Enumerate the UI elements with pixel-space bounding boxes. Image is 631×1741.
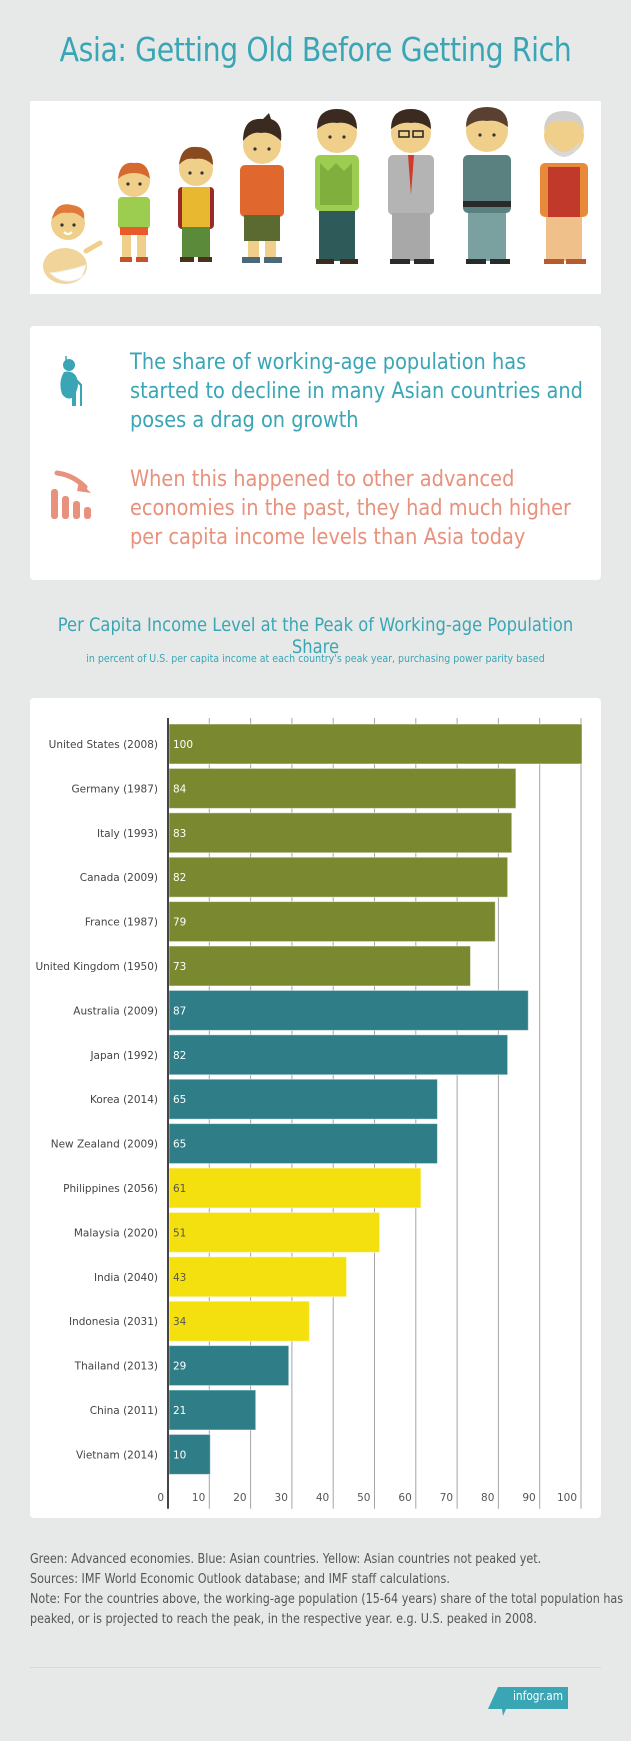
bar[interactable] — [168, 1034, 509, 1076]
bar[interactable] — [168, 1256, 348, 1298]
note-sources: Sources: IMF World Economic Outlook data… — [30, 1572, 450, 1587]
badge-shape-icon — [488, 1687, 568, 1716]
bar-value-label: 65 — [173, 1094, 186, 1106]
category-label: Japan (1992) — [89, 1050, 158, 1062]
category-label: United States (2008) — [49, 739, 158, 751]
category-label: Indonesia (2031) — [69, 1316, 158, 1328]
category-label: France (1987) — [85, 917, 158, 929]
x-tick-label: 0 — [157, 1492, 164, 1504]
category-label: Australia (2009) — [73, 1005, 158, 1017]
bar[interactable] — [168, 901, 496, 943]
bar-value-label: 73 — [173, 961, 186, 973]
category-label: Korea (2014) — [90, 1094, 158, 1106]
category-label: China (2011) — [90, 1405, 158, 1417]
bar-value-label: 51 — [173, 1227, 186, 1239]
bar[interactable] — [168, 1300, 310, 1342]
bar[interactable] — [168, 767, 517, 809]
x-tick-label: 40 — [316, 1492, 329, 1504]
bar-value-label: 84 — [173, 783, 187, 795]
note-definition-cont: peaked, or is projected to reach the pea… — [30, 1612, 537, 1627]
bar[interactable] — [168, 1123, 438, 1165]
category-label: United Kingdom (1950) — [35, 961, 158, 973]
x-tick-label: 30 — [275, 1492, 288, 1504]
middle-aged-man-figure — [463, 107, 511, 264]
teenager-figure — [240, 113, 284, 263]
x-tick-label: 20 — [233, 1492, 246, 1504]
category-label: Philippines (2056) — [63, 1183, 158, 1195]
bar-chart-card: 100 84 83 82 79 73 87 82 65 65 61 51 43 34 29 21 10 Unit… — [30, 698, 601, 1518]
category-label: Thailand (2013) — [74, 1361, 158, 1373]
bar[interactable] — [168, 1167, 422, 1209]
bar[interactable] — [168, 1389, 257, 1431]
bar-value-label: 21 — [173, 1405, 186, 1417]
bar-value-label: 100 — [173, 739, 193, 751]
brand-name: infogr.am — [513, 1689, 563, 1703]
toddler-figure — [118, 162, 150, 262]
bar-value-label: 10 — [173, 1449, 186, 1461]
category-label: India (2040) — [94, 1272, 158, 1284]
schoolboy-figure — [178, 146, 214, 262]
life-stages-illustration — [30, 101, 601, 294]
bar[interactable] — [168, 856, 509, 898]
chart-notes: Green: Advanced economies. Blue: Asian c… — [30, 1550, 624, 1630]
bar[interactable] — [168, 945, 471, 987]
chart-subtitle: in percent of U.S. per capita income at … — [86, 652, 545, 665]
bar[interactable] — [168, 989, 529, 1031]
x-tick-label: 60 — [398, 1492, 411, 1504]
category-label: Malaysia (2020) — [74, 1227, 158, 1239]
bar-value-label: 83 — [173, 828, 186, 840]
category-label: Canada (2009) — [80, 872, 158, 884]
x-tick-label: 90 — [522, 1492, 535, 1504]
category-label: Germany (1987) — [71, 783, 158, 795]
x-tick-label: 100 — [557, 1492, 577, 1504]
key-statements-card: The share of working-age population has … — [30, 326, 601, 580]
x-tick-label: 80 — [481, 1492, 494, 1504]
bar-value-label: 61 — [173, 1183, 186, 1195]
bar-value-label: 82 — [173, 1050, 186, 1062]
x-tick-label: 10 — [192, 1492, 205, 1504]
bar[interactable] — [168, 812, 513, 854]
x-axis-ticks: 0 10 20 30 40 50 60 70 80 90 100 — [157, 1492, 577, 1504]
bar-value-label: 79 — [173, 917, 186, 929]
bar[interactable] — [168, 723, 583, 765]
bar-value-label: 43 — [173, 1272, 186, 1284]
note-definition: Note: For the countries above, the worki… — [30, 1592, 624, 1607]
young-man-figure — [315, 109, 359, 264]
bar-value-label: 87 — [173, 1005, 186, 1017]
bar[interactable] — [168, 1078, 438, 1120]
bar-value-label: 65 — [173, 1139, 186, 1151]
chart-title: Per Capita Income Level at the Peak of W… — [57, 614, 574, 658]
bar-value-label: 29 — [173, 1361, 186, 1373]
statement-working-age-decline: The share of working-age population has … — [130, 350, 583, 433]
bars: 100 84 83 82 79 73 87 82 65 65 61 51 43 34 29 21 10 — [168, 723, 583, 1475]
bar-value-label: 82 — [173, 872, 186, 884]
statement-advanced-economies: When this happened to other advanced eco… — [130, 467, 572, 550]
declining-bar-chart-icon — [49, 469, 95, 524]
category-labels: United States (2008) Germany (1987) Italy … — [35, 739, 158, 1461]
category-label: Vietnam (2014) — [76, 1449, 158, 1461]
footer-divider — [30, 1667, 601, 1668]
bar[interactable] — [168, 1211, 381, 1253]
elderly-person-icon — [56, 356, 88, 411]
elderly-man-figure — [540, 111, 588, 264]
bar[interactable] — [168, 1345, 290, 1387]
note-legend: Green: Advanced economies. Blue: Asian c… — [30, 1552, 542, 1567]
businessman-figure — [388, 109, 434, 264]
bar[interactable] — [168, 1433, 211, 1475]
people-figures — [43, 107, 588, 284]
x-tick-label: 50 — [357, 1492, 370, 1504]
category-label: New Zealand (2009) — [51, 1139, 158, 1151]
category-label: Italy (1993) — [97, 828, 158, 840]
page-title: Asia: Getting Old Before Getting Rich — [59, 30, 572, 69]
baby-figure — [43, 204, 103, 284]
infogram-badge-link[interactable]: infogr.am — [488, 1687, 570, 1722]
bar-value-label: 34 — [173, 1316, 187, 1328]
x-tick-label: 70 — [440, 1492, 453, 1504]
